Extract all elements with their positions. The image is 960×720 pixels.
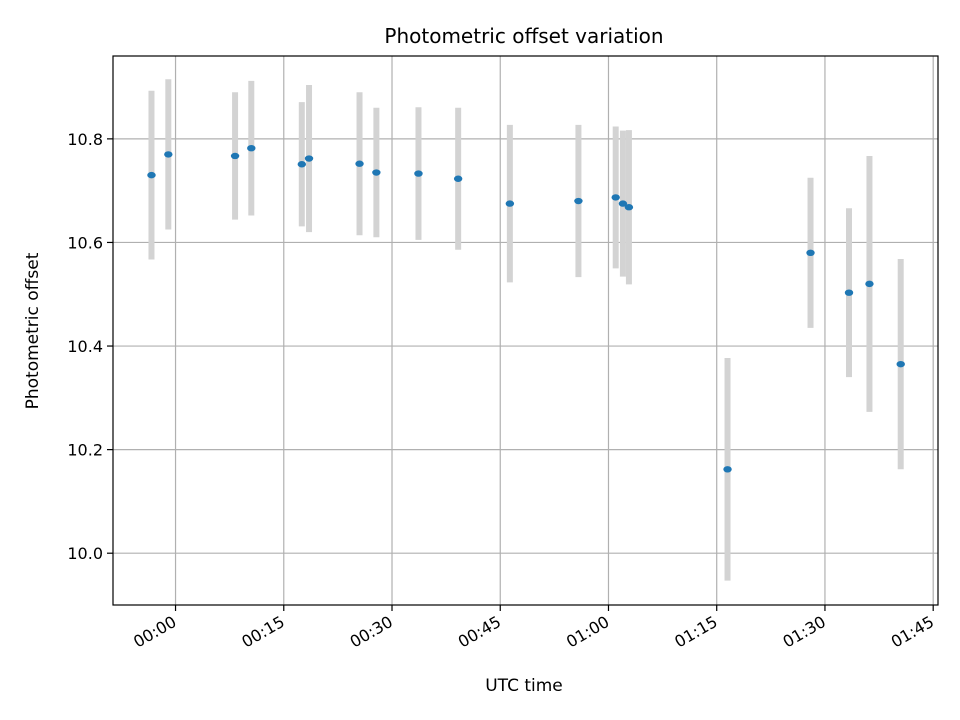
data-point xyxy=(164,151,173,158)
data-point xyxy=(247,144,256,152)
data-point xyxy=(865,280,874,288)
data-point xyxy=(723,466,732,473)
data-point xyxy=(230,152,240,160)
data-point xyxy=(414,170,423,177)
data-point xyxy=(355,160,364,167)
data-point xyxy=(806,249,815,257)
grid-lines xyxy=(113,56,938,605)
y-tick-label: 10.0 xyxy=(67,544,103,563)
data-point xyxy=(304,155,314,162)
data-point xyxy=(574,197,583,205)
y-tick-label: 10.8 xyxy=(67,130,103,149)
x-axis-label: UTC time xyxy=(485,676,563,696)
plot-area-frame xyxy=(112,55,939,606)
data-point xyxy=(297,161,307,168)
chart-title: Photometric offset variation xyxy=(384,24,663,48)
data-point xyxy=(147,171,156,179)
data-point xyxy=(505,200,515,207)
data-point xyxy=(624,204,634,211)
data-point xyxy=(618,200,628,207)
y-tick-label: 10.2 xyxy=(67,441,103,460)
y-axis-ticks: 10.0 10.2 10.4 10.6 10.8 xyxy=(67,130,113,563)
y-tick-label: 10.6 xyxy=(67,233,103,252)
data-point xyxy=(372,169,381,176)
data-point xyxy=(896,360,905,368)
data-point xyxy=(453,175,463,182)
data-point xyxy=(611,194,620,201)
data-point xyxy=(844,289,854,296)
data-points xyxy=(147,144,905,473)
y-axis-label: Photometric offset xyxy=(23,252,43,409)
y-tick-label: 10.4 xyxy=(67,337,103,356)
